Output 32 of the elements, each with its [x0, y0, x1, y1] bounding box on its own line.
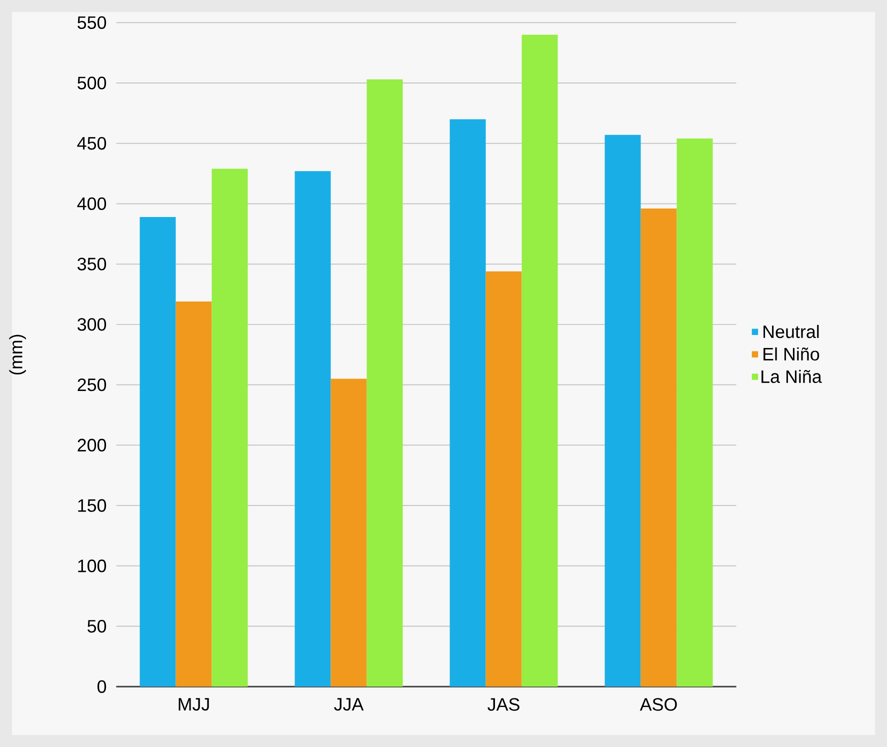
y-tick-label: 450	[77, 136, 106, 150]
x-tick-label: MJJ	[178, 698, 209, 711]
bar	[676, 138, 713, 687]
bar	[640, 208, 677, 687]
y-tick-label: 400	[77, 197, 106, 210]
bar	[330, 378, 367, 687]
y-axis-title: (mm)	[9, 334, 26, 374]
bar	[176, 302, 212, 687]
bar	[486, 271, 522, 687]
y-tick-label: 150	[78, 499, 106, 512]
bar	[212, 168, 248, 687]
y-tick-label: 200	[78, 438, 106, 452]
bar	[294, 171, 331, 687]
y-tick-label: 500	[78, 76, 106, 90]
bar	[522, 34, 558, 687]
y-tick-label: 300	[78, 318, 106, 331]
legend-label: El Niño	[764, 347, 820, 361]
legend-label: Neutral	[764, 324, 819, 338]
x-tick-label: JJA	[334, 698, 364, 711]
bar	[366, 79, 403, 687]
y-tick-label: 350	[78, 258, 106, 270]
x-tick-label: ASO	[640, 698, 677, 711]
bar	[604, 134, 641, 687]
x-tick-label: JAS	[488, 698, 520, 711]
y-tick-label: 100	[78, 560, 106, 572]
y-tick-label: 550	[78, 16, 106, 29]
y-tick-label: 0	[97, 680, 106, 693]
legend-label: La Niña	[762, 370, 822, 383]
bar	[450, 119, 486, 687]
y-tick-label: 50	[88, 620, 106, 633]
y-tick-label: 250	[78, 378, 106, 392]
bar	[140, 216, 176, 687]
